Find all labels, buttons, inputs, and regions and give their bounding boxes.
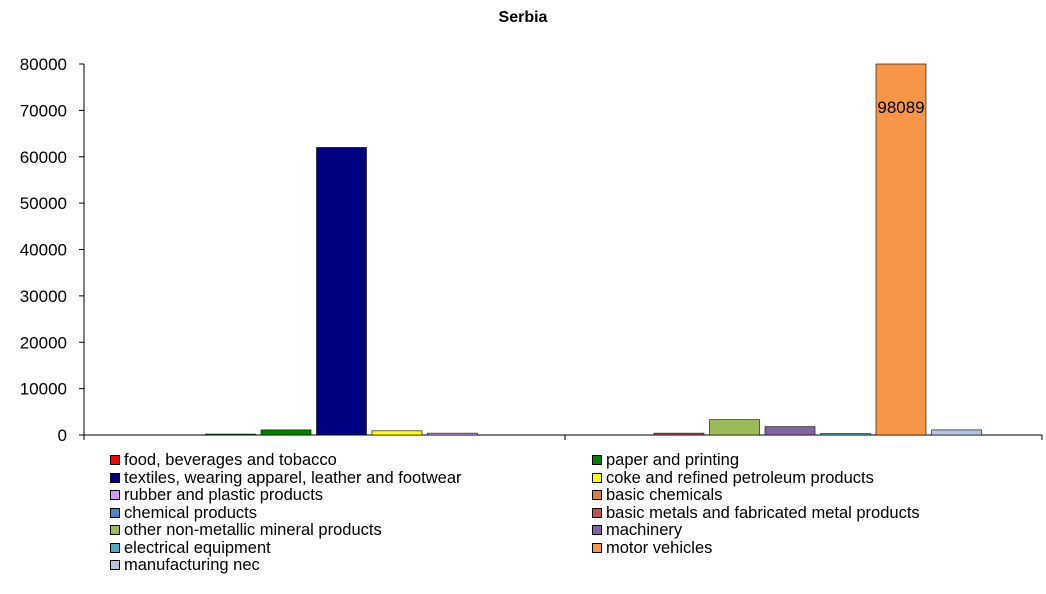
data-labels: 98089 [877, 98, 924, 117]
legend-swatch [110, 490, 120, 500]
y-tick-label: 50000 [20, 194, 67, 213]
legend-swatch [592, 455, 602, 465]
bar [371, 430, 423, 436]
legend-label: rubber and plastic products [124, 486, 324, 504]
y-tick-label: 40000 [20, 241, 67, 260]
legend-swatch [110, 560, 120, 570]
y-tick-label: 30000 [20, 287, 67, 306]
bar [653, 432, 705, 436]
bar [764, 426, 816, 436]
bar [820, 433, 871, 436]
y-tick-label: 0 [58, 426, 67, 445]
legend-label: paper and printing [606, 451, 740, 469]
data-label: 98089 [877, 98, 924, 117]
legend-label: food, beverages and tobacco [124, 451, 337, 469]
legend-label: textiles, wearing apparel, leather and f… [124, 468, 462, 487]
y-tick-label: 10000 [20, 380, 67, 399]
legend-label: other non-metallic mineral products [124, 521, 382, 539]
legend-swatch [110, 472, 120, 483]
legend-swatch [592, 525, 602, 535]
bar [875, 63, 927, 436]
legend-label: manufacturing nec [124, 556, 260, 574]
bar [931, 429, 982, 436]
legend-swatch [110, 507, 120, 518]
legend-swatch [110, 525, 120, 535]
legend-swatch [110, 455, 120, 465]
legend-swatch [110, 542, 120, 553]
y-axis: 0 10000 20000 30000 40000 50000 60000 70000 8000… [20, 55, 1043, 445]
legend-label: motor vehicles [606, 538, 713, 557]
bars [205, 63, 982, 436]
legend-label: basic chemicals [606, 486, 723, 504]
legend-swatch [592, 542, 602, 553]
legend-swatch [592, 472, 602, 483]
legend-label: coke and refined petroleum products [606, 468, 874, 487]
legend-swatch [592, 507, 602, 518]
legend: food, beverages and tobacco paper and pri… [110, 452, 1040, 592]
chart-title: Serbia [498, 9, 548, 26]
y-tick-label: 20000 [20, 333, 67, 352]
bar [316, 147, 367, 436]
legend-label: basic metals and fabricated metal produc… [606, 503, 920, 522]
legend-label: machinery [606, 521, 683, 539]
y-tick-label: 70000 [20, 101, 67, 120]
legend-label: chemical products [124, 503, 257, 522]
bar [709, 419, 760, 436]
y-tick-label: 80000 [20, 55, 67, 74]
bar [427, 432, 478, 436]
legend-swatch [592, 490, 602, 500]
bar [205, 433, 256, 436]
legend-label: electrical equipment [124, 538, 271, 557]
bar [260, 429, 312, 436]
y-tick-label: 60000 [20, 148, 67, 167]
